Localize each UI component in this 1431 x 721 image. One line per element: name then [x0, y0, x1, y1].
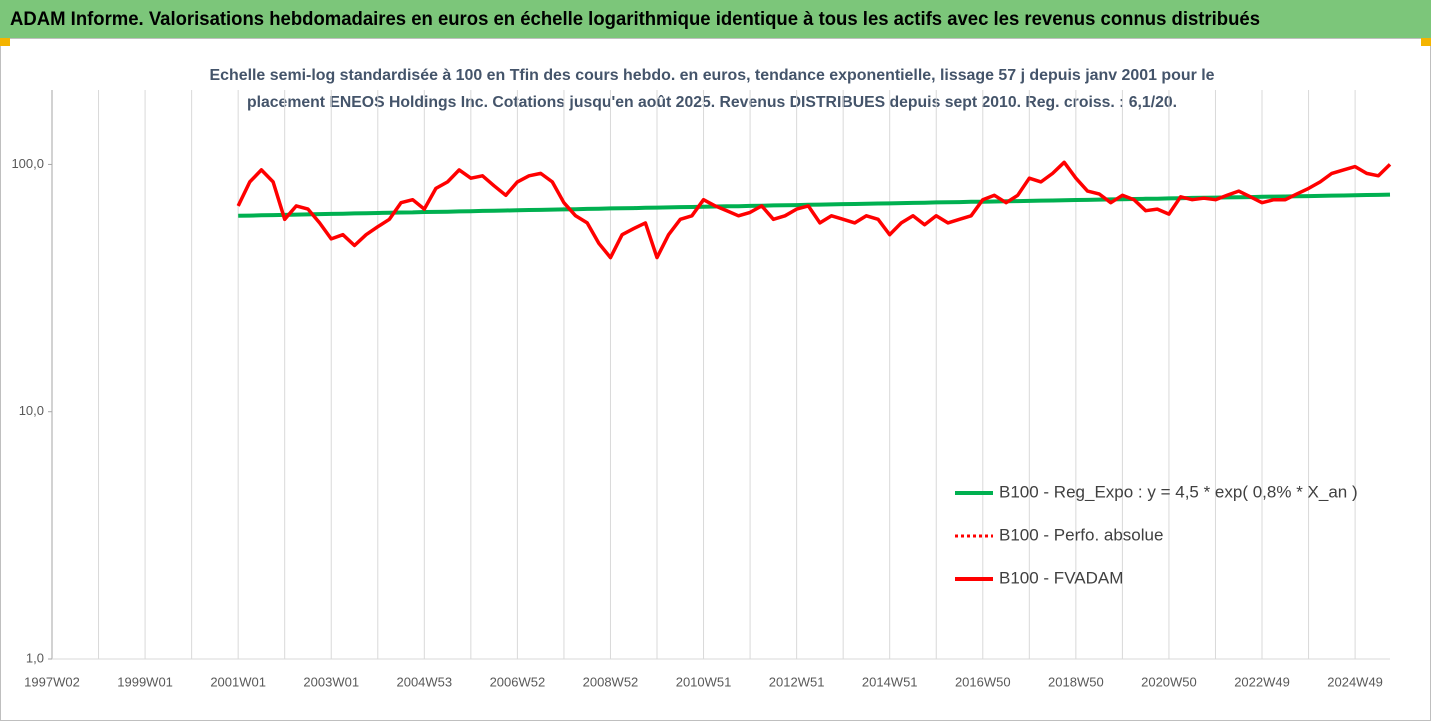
x-tick-label: 2006W52: [490, 674, 546, 689]
x-tick-label: 2001W01: [210, 674, 266, 689]
y-tick-label: 100,0: [11, 156, 44, 171]
x-tick-label: 2004W53: [396, 674, 452, 689]
x-tick-label: 1999W01: [117, 674, 173, 689]
header-title: ADAM Informe. Valorisations hebdomadaire…: [10, 9, 1260, 30]
y-tick-label: 1,0: [26, 650, 44, 665]
legend-label: B100 - Reg_Expo : y = 4,5 * exp( 0,8% * …: [999, 482, 1358, 501]
chart-title: Echelle semi-log standardisée à 100 en T…: [210, 67, 1215, 84]
x-tick-label: 2008W52: [583, 674, 639, 689]
x-tick-label: 2022W49: [1234, 674, 1290, 689]
chart-title: placement ENEOS Holdings Inc. Cotations …: [247, 94, 1177, 111]
legend-label: B100 - FVADAM: [999, 568, 1123, 587]
chart-frame: [0, 38, 1431, 721]
x-tick-label: 2003W01: [303, 674, 359, 689]
x-tick-label: 2024W49: [1327, 674, 1383, 689]
series-line: [236, 160, 1392, 260]
y-tick-label: 10,0: [19, 403, 44, 418]
corner-marker: [1421, 38, 1431, 46]
legend-label: B100 - Perfo. absolue: [999, 525, 1163, 544]
corner-marker: [0, 38, 10, 46]
x-tick-label: 2020W50: [1141, 674, 1197, 689]
x-tick-label: 2016W50: [955, 674, 1011, 689]
x-tick-label: 2014W51: [862, 674, 918, 689]
header-bar: [0, 0, 1431, 38]
x-tick-label: 2012W51: [769, 674, 825, 689]
x-tick-label: 1997W02: [24, 674, 80, 689]
x-tick-label: 2018W50: [1048, 674, 1104, 689]
x-tick-label: 2010W51: [676, 674, 732, 689]
